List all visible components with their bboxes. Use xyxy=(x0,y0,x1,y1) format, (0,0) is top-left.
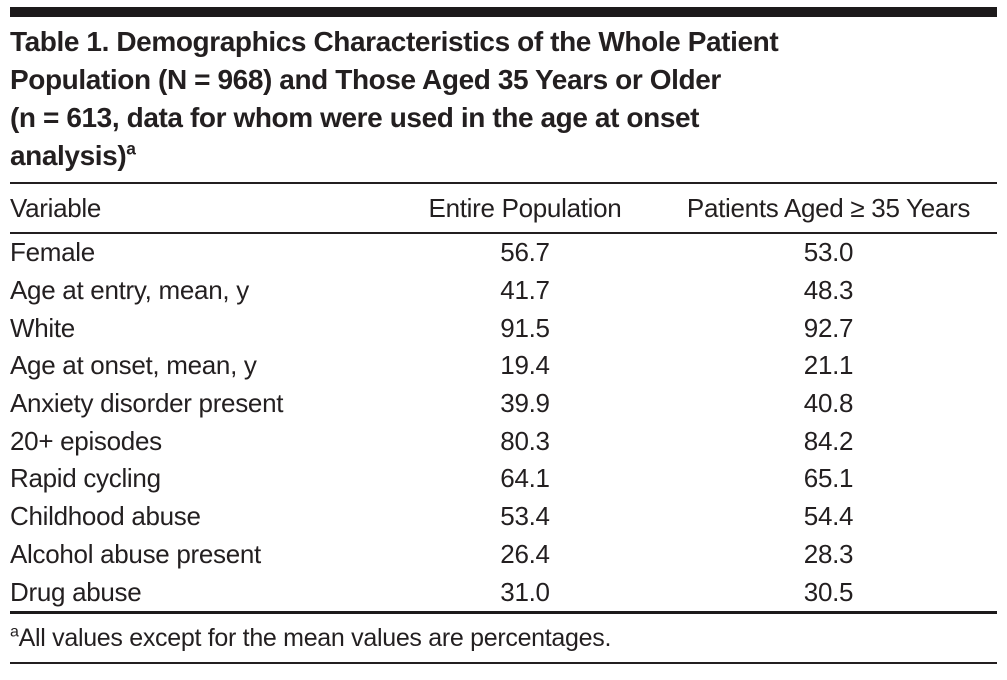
aged-35-cell: 92.7 xyxy=(803,312,854,343)
variable-cell: Rapid cycling xyxy=(10,463,161,494)
table-title: Table 1. Demographics Characteristics of… xyxy=(10,23,997,175)
table-row-20-plus-episodes: 20+ episodes 80.3 84.2 xyxy=(10,422,997,460)
column-header-entire-population: Entire Population xyxy=(390,183,660,234)
entire-population-cell: 26.4 xyxy=(500,538,550,569)
column-header-patients-aged-35-plus: Patients Aged ≥ 35 Years xyxy=(660,183,997,234)
table-row-drug-abuse: Drug abuse 31.0 30.5 xyxy=(10,573,997,612)
variable-cell: Age at entry, mean, y xyxy=(10,275,249,306)
aged-35-cell: 65.1 xyxy=(803,463,854,494)
table-row-rapid-cycling: Rapid cycling 64.1 65.1 xyxy=(10,460,997,498)
variable-cell: Female xyxy=(10,237,95,268)
entire-population-cell: 53.4 xyxy=(500,501,550,532)
entire-population-cell: 80.3 xyxy=(500,425,550,456)
table-row-anxiety-disorder: Anxiety disorder present 39.9 40.8 xyxy=(10,385,997,423)
entire-population-cell: 39.9 xyxy=(500,388,550,419)
variable-cell: White xyxy=(10,312,75,343)
footnote-text: All values except for the mean values ar… xyxy=(18,623,612,652)
variable-cell: Childhood abuse xyxy=(10,501,201,532)
table-row-age-at-onset: Age at onset, mean, y 19.4 21.1 xyxy=(10,347,997,385)
table-title-text: Table 1. Demographics Characteristics of… xyxy=(10,26,779,171)
aged-35-cell: 21.1 xyxy=(803,350,854,381)
aged-35-cell: 48.3 xyxy=(803,275,854,306)
aged-35-cell: 40.8 xyxy=(803,388,854,419)
table-title-footnote-marker: a xyxy=(126,138,136,159)
footnote-marker: a xyxy=(10,623,19,641)
variable-cell: 20+ episodes xyxy=(10,425,162,456)
table-top-rule xyxy=(10,7,997,17)
table-footnote: aAll values except for the mean values a… xyxy=(10,614,997,664)
entire-population-cell: 31.0 xyxy=(500,576,550,607)
table-row-childhood-abuse: Childhood abuse 53.4 54.4 xyxy=(10,498,997,536)
variable-cell: Drug abuse xyxy=(10,576,142,607)
aged-35-cell: 30.5 xyxy=(803,576,854,607)
table-row-age-at-entry: Age at entry, mean, y 41.7 48.3 xyxy=(10,272,997,310)
entire-population-cell: 91.5 xyxy=(500,312,550,343)
aged-35-cell: 54.4 xyxy=(803,501,854,532)
entire-population-cell: 19.4 xyxy=(500,350,550,381)
table-row-female: Female 56.7 53.0 xyxy=(10,233,997,272)
table-row-white: White 91.5 92.7 xyxy=(10,309,997,347)
aged-35-cell: 28.3 xyxy=(803,538,854,569)
aged-35-cell: 53.0 xyxy=(803,237,854,268)
variable-cell: Age at onset, mean, y xyxy=(10,350,257,381)
demographics-table: Variable Entire Population Patients Aged… xyxy=(10,182,997,614)
entire-population-cell: 64.1 xyxy=(500,463,550,494)
variable-cell: Anxiety disorder present xyxy=(10,388,284,419)
variable-cell: Alcohol abuse present xyxy=(10,538,261,569)
entire-population-cell: 41.7 xyxy=(500,275,550,306)
aged-35-cell: 84.2 xyxy=(803,425,854,456)
entire-population-cell: 56.7 xyxy=(500,237,550,268)
table-header-row: Variable Entire Population Patients Aged… xyxy=(10,183,997,234)
table-row-alcohol-abuse: Alcohol abuse present 26.4 28.3 xyxy=(10,536,997,574)
column-header-variable: Variable xyxy=(10,183,390,234)
